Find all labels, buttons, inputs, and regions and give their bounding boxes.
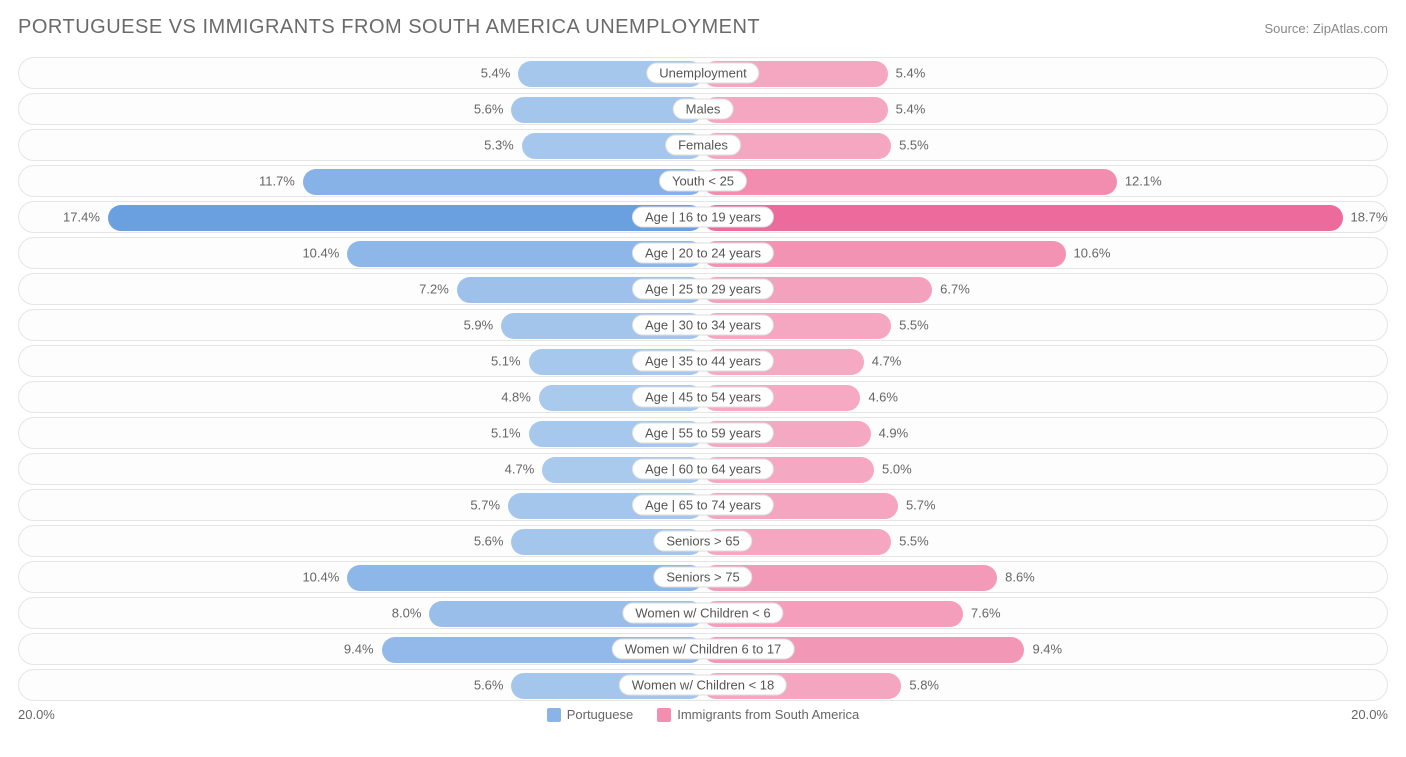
chart-row: 5.6% 5.5% Seniors > 65 <box>18 525 1388 557</box>
category-label: Age | 35 to 44 years <box>632 351 774 372</box>
axis-label-left: 20.0% <box>18 707 55 722</box>
category-label: Women w/ Children 6 to 17 <box>612 639 795 660</box>
value-label-right: 10.6% <box>1074 246 1111 261</box>
value-label-right: 5.4% <box>896 66 926 81</box>
chart-row: 5.1% 4.9% Age | 55 to 59 years <box>18 417 1388 449</box>
value-label-left: 17.4% <box>63 210 100 225</box>
category-label: Seniors > 75 <box>653 567 752 588</box>
legend-item-right: Immigrants from South America <box>657 707 859 722</box>
chart-row: 5.1% 4.7% Age | 35 to 44 years <box>18 345 1388 377</box>
value-label-left: 5.6% <box>474 102 504 117</box>
category-label: Age | 25 to 29 years <box>632 279 774 300</box>
value-label-right: 5.7% <box>906 498 936 513</box>
value-label-left: 5.6% <box>474 678 504 693</box>
value-label-left: 11.7% <box>259 174 295 189</box>
category-label: Age | 65 to 74 years <box>632 495 774 516</box>
chart-row: 5.6% 5.4% Males <box>18 93 1388 125</box>
bar-left <box>303 169 703 195</box>
value-label-right: 5.4% <box>896 102 926 117</box>
category-label: Unemployment <box>646 63 759 84</box>
legend-item-left: Portuguese <box>547 707 634 722</box>
legend: Portuguese Immigrants from South America <box>547 707 860 722</box>
category-label: Age | 45 to 54 years <box>632 387 774 408</box>
value-label-left: 5.6% <box>474 534 504 549</box>
category-label: Age | 30 to 34 years <box>632 315 774 336</box>
value-label-right: 4.9% <box>879 426 909 441</box>
category-label: Women w/ Children < 6 <box>622 603 783 624</box>
category-label: Males <box>673 99 734 120</box>
legend-swatch-right <box>657 708 671 722</box>
bar-left <box>108 205 703 231</box>
value-label-left: 9.4% <box>344 642 374 657</box>
value-label-left: 8.0% <box>392 606 422 621</box>
value-label-left: 10.4% <box>302 246 339 261</box>
chart-row: 7.2% 6.7% Age | 25 to 29 years <box>18 273 1388 305</box>
chart-row: 10.4% 8.6% Seniors > 75 <box>18 561 1388 593</box>
chart-title: PORTUGUESE VS IMMIGRANTS FROM SOUTH AMER… <box>18 16 760 39</box>
category-label: Age | 16 to 19 years <box>632 207 774 228</box>
chart-row: 5.3% 5.5% Females <box>18 129 1388 161</box>
category-label: Females <box>665 135 741 156</box>
header: PORTUGUESE VS IMMIGRANTS FROM SOUTH AMER… <box>18 16 1388 39</box>
butterfly-chart: 5.4% 5.4% Unemployment 5.6% 5.4% Males 5.3% 5.5… <box>18 57 1388 701</box>
chart-row: 11.7% 12.1% Youth < 25 <box>18 165 1388 197</box>
chart-row: 5.6% 5.8% Women w/ Children < 18 <box>18 669 1388 701</box>
bar-right <box>703 205 1343 231</box>
value-label-right: 5.0% <box>882 462 912 477</box>
axis-label-right: 20.0% <box>1351 707 1388 722</box>
chart-row: 9.4% 9.4% Women w/ Children 6 to 17 <box>18 633 1388 665</box>
legend-swatch-left <box>547 708 561 722</box>
value-label-left: 4.8% <box>501 390 531 405</box>
value-label-right: 5.5% <box>899 138 929 153</box>
chart-row: 10.4% 10.6% Age | 20 to 24 years <box>18 237 1388 269</box>
chart-row: 17.4% 18.7% Age | 16 to 19 years <box>18 201 1388 233</box>
legend-label-right: Immigrants from South America <box>677 707 859 722</box>
chart-row: 4.7% 5.0% Age | 60 to 64 years <box>18 453 1388 485</box>
chart-row: 4.8% 4.6% Age | 45 to 54 years <box>18 381 1388 413</box>
value-label-left: 5.3% <box>484 138 514 153</box>
value-label-left: 5.4% <box>481 66 511 81</box>
value-label-left: 5.9% <box>464 318 494 333</box>
chart-row: 8.0% 7.6% Women w/ Children < 6 <box>18 597 1388 629</box>
value-label-left: 5.1% <box>491 426 521 441</box>
value-label-right: 12.1% <box>1125 174 1162 189</box>
chart-row: 5.9% 5.5% Age | 30 to 34 years <box>18 309 1388 341</box>
category-label: Age | 60 to 64 years <box>632 459 774 480</box>
category-label: Women w/ Children < 18 <box>619 675 787 696</box>
category-label: Age | 20 to 24 years <box>632 243 774 264</box>
value-label-right: 5.8% <box>909 678 939 693</box>
chart-row: 5.4% 5.4% Unemployment <box>18 57 1388 89</box>
value-label-right: 5.5% <box>899 318 929 333</box>
value-label-right: 5.5% <box>899 534 929 549</box>
value-label-right: 7.6% <box>971 606 1001 621</box>
category-label: Youth < 25 <box>659 171 747 192</box>
value-label-right: 18.7% <box>1351 210 1388 225</box>
value-label-right: 6.7% <box>940 282 970 297</box>
category-label: Age | 55 to 59 years <box>632 423 774 444</box>
value-label-right: 8.6% <box>1005 570 1035 585</box>
value-label-right: 4.6% <box>868 390 898 405</box>
value-label-right: 4.7% <box>872 354 902 369</box>
value-label-right: 9.4% <box>1032 642 1062 657</box>
chart-footer: 20.0% Portuguese Immigrants from South A… <box>18 707 1388 722</box>
category-label: Seniors > 65 <box>653 531 752 552</box>
chart-row: 5.7% 5.7% Age | 65 to 74 years <box>18 489 1388 521</box>
legend-label-left: Portuguese <box>567 707 634 722</box>
value-label-left: 5.7% <box>470 498 500 513</box>
source-attribution: Source: ZipAtlas.com <box>1264 21 1388 36</box>
value-label-left: 4.7% <box>505 462 535 477</box>
bar-right <box>703 169 1117 195</box>
value-label-left: 5.1% <box>491 354 521 369</box>
value-label-left: 7.2% <box>419 282 449 297</box>
bar-left <box>347 565 703 591</box>
value-label-left: 10.4% <box>302 570 339 585</box>
